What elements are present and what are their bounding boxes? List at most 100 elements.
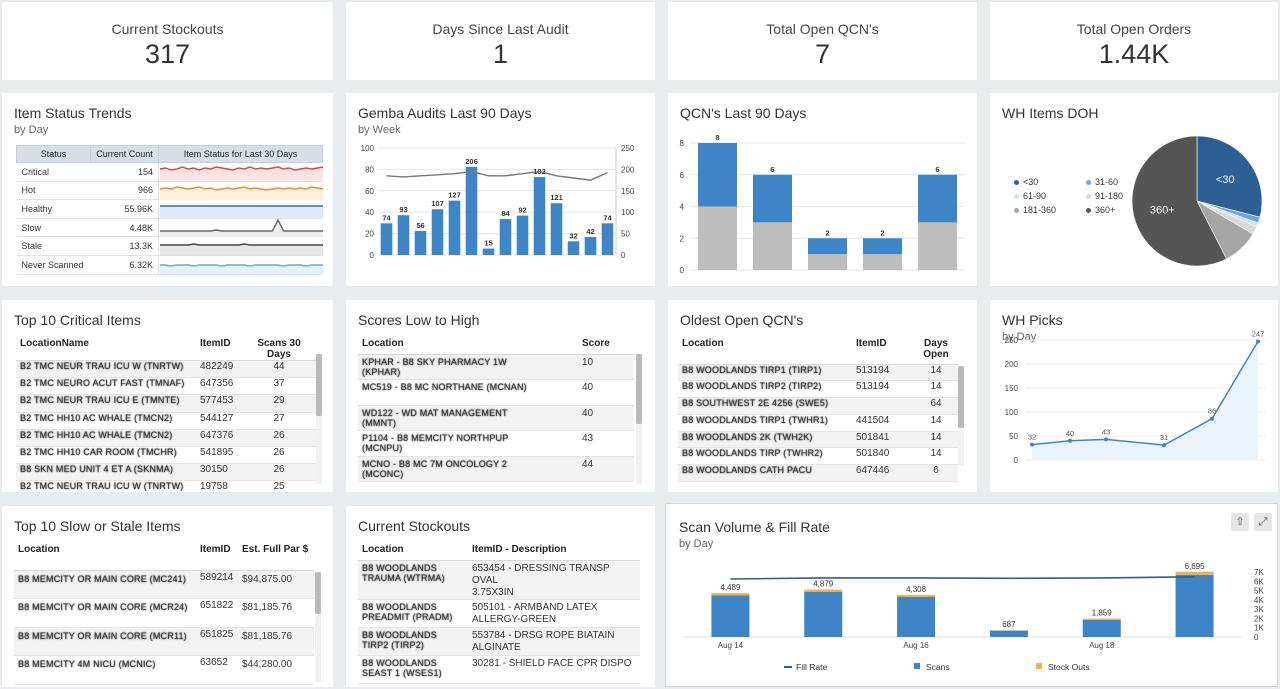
table-row[interactable]: B8 WOODLANDS TIRP2 (TIRP2) 553784 - DRSG R… <box>358 627 640 656</box>
table-row[interactable]: Slow 4.48K <box>16 218 323 238</box>
legend-item[interactable]: 31-60 <box>1086 177 1118 187</box>
scrollbar-thumb[interactable] <box>636 354 642 424</box>
legend-item[interactable]: 181-360 <box>1014 205 1056 215</box>
table-row[interactable]: B8 SOUTHWEST 2E 4256 (SWE5) 64 <box>678 397 958 415</box>
wh-picks-chart[interactable]: 0 50 100 150 200 250 32 40 43 31 86 247 <box>990 300 1278 492</box>
y-tick-label: 150 <box>1005 384 1019 393</box>
col-header[interactable]: Item Status for Last 30 Days <box>158 145 323 163</box>
gemba-chart[interactable]: 0 20 40 60 80 100 0 50 100 150 200 250 74 93 56 107 127 2… <box>346 93 655 286</box>
expand-icon[interactable]: ⤢ <box>1254 513 1272 531</box>
kpi-current-stockouts[interactable]: Current Stockouts 317 <box>2 2 333 80</box>
current-stockouts-card: Current Stockouts Location ItemID - Desc… <box>346 506 655 687</box>
col-header[interactable]: ItemID <box>856 338 887 349</box>
bar-segment <box>753 174 792 223</box>
table-row[interactable]: Stale 13.3K <box>16 236 323 256</box>
legend-item[interactable]: 61-90 <box>1014 191 1046 201</box>
status-cell: Hot <box>16 181 91 201</box>
table-row[interactable]: B2 TMC NEURO ACUT FAST (TMNAF) 647356 37 <box>16 377 316 396</box>
table-row[interactable]: Hot 966 <box>16 181 324 201</box>
table-row[interactable]: B8 WOODLANDS TIRP1 (TIRP1) 513194 14 <box>678 364 958 382</box>
card-subtitle: by Day <box>14 124 49 136</box>
table-row[interactable]: B2 TMC NEUR TRAU ICU E (TMNTE) 577453 29 <box>16 394 316 413</box>
bar-segment <box>808 238 847 255</box>
table-row[interactable]: WD122 - WD MAT MANAGEMENT (MMNT) 40 <box>358 405 634 431</box>
scrollbar[interactable] <box>636 354 642 484</box>
legend-item[interactable]: 360+ <box>1086 205 1115 215</box>
table-row[interactable]: B8 WOODLANDS SEAST 1 (WSES1) 30281 - SHIEL… <box>358 655 640 684</box>
table-row[interactable]: B8 WOODLANDS 2K (TWH2K) 501841 14 <box>678 431 958 449</box>
table-row[interactable]: P1104 - B8 MEMCITY NORTHPUP (MCNPU) 43 <box>358 430 634 457</box>
scrollbar[interactable] <box>958 366 964 466</box>
col-header[interactable]: Days Open <box>923 338 949 360</box>
table-row[interactable]: B8 WOODLANDS TIRP2 (TIRP2) 513194 14 <box>678 380 958 399</box>
location-line: B8 WOODLANDS <box>362 562 437 573</box>
bar <box>431 209 444 255</box>
table-row[interactable]: B8 MEMCITY 4M NICU (MCNIC) 63652 $44,280.0… <box>14 655 314 685</box>
table-row[interactable]: B8 SKN MED UNIT 4 ET A (SKNMA) 30150 26 <box>16 463 316 482</box>
legend-item[interactable]: 91-180 <box>1086 191 1123 201</box>
table-row[interactable]: B2 TMC HH10 CAR ROOM (TMCHR) 541895 26 <box>16 446 316 465</box>
table-row[interactable]: B8 WOODLANDS TRAUMA (WTRMA) 653454 - DRESS… <box>358 560 640 600</box>
bar-segment <box>918 222 957 270</box>
table-row[interactable]: MC519 - B8 MC NORTHANE (MCNAN) 40 <box>358 379 634 406</box>
table-row[interactable]: B2 TMC HH10 AC WHALE (TMCN2) 544127 27 <box>16 412 316 430</box>
item-id-cell <box>852 397 914 415</box>
kpi-days-since-audit[interactable]: Days Since Last Audit 1 <box>346 2 655 80</box>
col-header[interactable]: Est. Full Par $ <box>242 544 309 555</box>
card-title: Current Stockouts <box>358 518 471 534</box>
table-row[interactable]: B8 MEMCITY OR MAIN CORE (MCR11) 651825 $81… <box>14 627 314 656</box>
col-header[interactable]: Current Count <box>90 145 159 163</box>
scrollbar[interactable] <box>316 354 322 484</box>
table-row[interactable]: Critical 154 <box>16 162 324 182</box>
scrollbar-thumb[interactable] <box>315 572 321 614</box>
col-header[interactable]: Score <box>582 338 610 349</box>
table-row[interactable]: Healthy 55.96K <box>16 199 323 219</box>
col-header[interactable]: Location <box>18 544 60 555</box>
location-cell: B8 WOODLANDS CATH PACU <box>678 464 852 483</box>
table-row[interactable]: B8 WOODLANDS PREADMIT (PRADM) 505101 - ARM… <box>358 599 640 628</box>
kpi-open-orders[interactable]: Total Open Orders 1.44K <box>990 2 1278 80</box>
days-open-cell: 6 <box>914 464 958 483</box>
doh-pie-chart[interactable]: <30 360+ <box>990 93 1278 286</box>
qcn-chart[interactable]: 0 2 4 6 8 8 6 2 2 6 <box>668 93 977 286</box>
legend-item[interactable]: Stock Outs <box>1036 662 1090 672</box>
col-header[interactable]: LocationName <box>20 338 89 349</box>
table-row[interactable]: B8 WOODLANDS TIRP1 (TWHR1) 441504 14 <box>678 414 958 432</box>
scrollbar[interactable] <box>315 572 321 682</box>
table-row[interactable]: B8 WOODLANDS CATH PACU 647446 6 <box>678 464 958 483</box>
legend-item[interactable]: <30 <box>1014 177 1038 187</box>
col-header[interactable]: Location <box>362 544 404 555</box>
share-icon[interactable]: ⇧ <box>1231 513 1249 531</box>
col-header[interactable]: ItemID <box>200 338 231 349</box>
x-tick-label: Aug 14 <box>718 641 744 650</box>
col-header[interactable]: Location <box>362 338 404 349</box>
status-cell: Never Scanned <box>16 255 91 275</box>
col-header[interactable]: Status <box>16 145 91 163</box>
table-row[interactable]: B2 TMC NEUR TRAU ICU W (TNRTW) 19758 25 <box>16 480 316 492</box>
days-open-cell: 14 <box>914 431 958 449</box>
table-row[interactable]: B2 TMC HH10 AC WHALE (TMCN2) 647376 26 <box>16 429 316 447</box>
table-row[interactable]: B8 MEMCITY OR MAIN CORE (MCR24) 651822 $81… <box>14 598 314 628</box>
col-header[interactable]: Location <box>682 338 724 349</box>
card-title: WH Picks <box>1002 312 1063 328</box>
table-row[interactable]: KPHAR - B8 SKY PHARMACY 1W (KPHAR) 10 <box>358 354 634 380</box>
col-header[interactable]: Scans 30 Days <box>257 338 301 360</box>
legend-label: <30 <box>1023 177 1039 187</box>
data-point <box>1256 339 1260 344</box>
table-row[interactable]: Never Scanned 6.32K <box>16 255 323 275</box>
table-row[interactable]: B8 WOODLANDS TIRP (TWHR2) 501840 14 <box>678 447 958 466</box>
kpi-open-qcns[interactable]: Total Open QCN's 7 <box>668 2 977 80</box>
bar-label: 6,695 <box>1185 562 1206 571</box>
table-row[interactable]: B2 TMC NEUR TRAU ICU W (TNRTW) 482249 44 <box>16 360 316 379</box>
card-subtitle: by Day <box>679 538 714 550</box>
legend-item[interactable]: Scans <box>914 662 950 672</box>
legend-item[interactable]: Fill Rate <box>784 662 827 672</box>
location-cell: B8 SOUTHWEST 2E 4256 (SWE5) <box>678 397 852 415</box>
table-row[interactable]: B8 MEMCITY OR MAIN CORE (MC241) 589214 $94… <box>14 570 314 599</box>
col-header[interactable]: ItemID <box>200 544 231 555</box>
table-row[interactable]: MCNO - B8 MC 7M ONCOLOGY 2 (MCONC) 44 <box>358 456 634 482</box>
scrollbar-thumb[interactable] <box>958 366 964 428</box>
scrollbar-thumb[interactable] <box>316 354 322 416</box>
col-header[interactable]: ItemID - Description <box>472 544 567 555</box>
